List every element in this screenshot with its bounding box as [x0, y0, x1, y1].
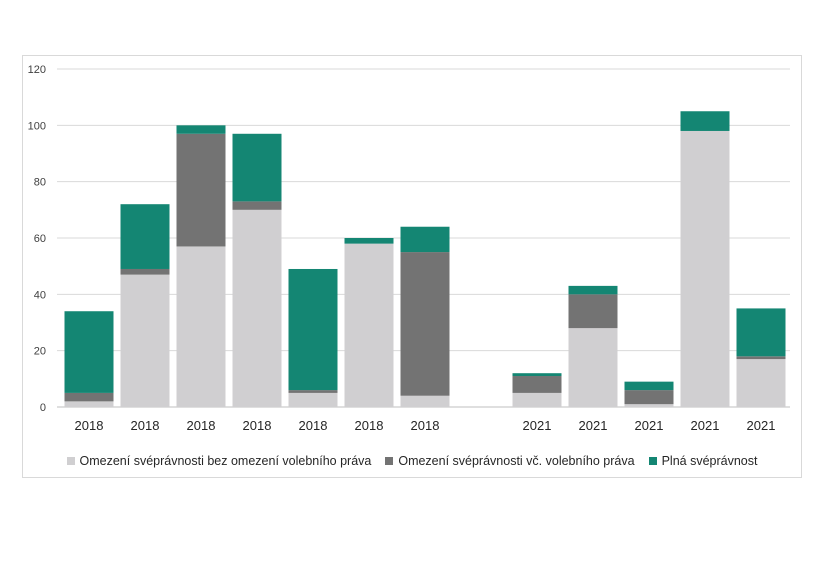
- legend-label: Omezení svéprávnosti vč. volebního práva: [398, 454, 635, 468]
- bar-segment-series-0: [624, 404, 674, 407]
- bar-segment-series-1: [288, 390, 338, 393]
- bar-segment-series-1: [624, 390, 674, 405]
- bar-segment-series-0: [512, 392, 562, 407]
- x-tick-label: 2018: [243, 418, 272, 433]
- bar-segment-series-2: [624, 381, 674, 391]
- legend-label: Plná svéprávnost: [661, 454, 758, 468]
- x-tick-label: 2018: [299, 418, 328, 433]
- bar-segment-series-0: [176, 246, 226, 407]
- x-tick-label: 2021: [691, 418, 720, 433]
- legend-label: Omezení svéprávnosti bez omezení volební…: [79, 454, 372, 468]
- y-tick-label: 120: [28, 64, 46, 76]
- bar-segment-series-2: [288, 268, 338, 391]
- legend-swatch: [385, 457, 394, 465]
- x-tick-label: 2018: [187, 418, 216, 433]
- bar-segment-series-2: [64, 311, 114, 393]
- bar-segment-series-2: [176, 125, 226, 134]
- bar-segment-series-1: [568, 294, 618, 329]
- bar-segment-series-1: [176, 133, 226, 247]
- y-tick-label: 40: [34, 289, 46, 301]
- bar-segment-series-2: [344, 238, 394, 244]
- x-tick-label: 2021: [579, 418, 608, 433]
- bar-segment-series-1: [736, 356, 786, 360]
- bar-segment-series-1: [512, 376, 562, 393]
- x-tick-label: 2018: [355, 418, 384, 433]
- bar-segment-series-0: [64, 401, 114, 407]
- bar-segment-series-0: [400, 395, 450, 407]
- bar-segment-series-2: [568, 285, 618, 295]
- legend-swatch: [66, 457, 75, 465]
- bar-segment-series-1: [64, 392, 114, 402]
- bar-segment-series-2: [400, 226, 450, 253]
- bar-segment-series-2: [736, 308, 786, 357]
- y-tick-label: 60: [34, 233, 46, 245]
- legend-swatch: [648, 457, 657, 465]
- bar-segment-series-2: [680, 111, 730, 131]
- legend: Omezení svéprávnosti bez omezení volební…: [22, 451, 802, 471]
- bar-segment-series-2: [512, 373, 562, 377]
- bar-segment-series-1: [232, 201, 282, 210]
- legend-item-vc-volebniho: Omezení svéprávnosti vč. volebního práva: [385, 454, 635, 468]
- bar-segment-series-0: [232, 209, 282, 407]
- y-tick-label: 80: [34, 177, 46, 189]
- legend-item-plna: Plná svéprávnost: [648, 454, 758, 468]
- y-axis-tick-labels: 0 20 40 60 80 100 120: [28, 64, 46, 414]
- x-tick-label: 2021: [747, 418, 776, 433]
- bar-segment-series-0: [736, 359, 786, 407]
- legend-item-bez-omezeni: Omezení svéprávnosti bez omezení volební…: [66, 454, 372, 468]
- bar-segment-series-0: [288, 392, 338, 407]
- y-tick-label: 20: [34, 346, 46, 358]
- bar-segment-series-0: [344, 243, 394, 407]
- bar-segment-series-2: [232, 133, 282, 202]
- bar-segment-series-1: [120, 268, 170, 275]
- x-tick-label: 2021: [523, 418, 552, 433]
- x-tick-label: 2021: [635, 418, 664, 433]
- bar-segment-series-0: [120, 274, 170, 407]
- y-tick-label: 0: [40, 402, 46, 414]
- x-tick-label: 2018: [75, 418, 104, 433]
- bar-segment-series-0: [568, 328, 618, 407]
- bar-segment-series-2: [120, 204, 170, 269]
- bar-segment-series-1: [400, 252, 450, 396]
- x-tick-label: 2018: [131, 418, 160, 433]
- x-axis-tick-labels: 2018 2018 2018 2018 2018 2018 2018 2021 2021 2021…: [75, 418, 776, 433]
- y-tick-label: 100: [28, 120, 46, 132]
- x-tick-label: 2018: [411, 418, 440, 433]
- bars: [64, 111, 786, 407]
- bar-segment-series-0: [680, 130, 730, 407]
